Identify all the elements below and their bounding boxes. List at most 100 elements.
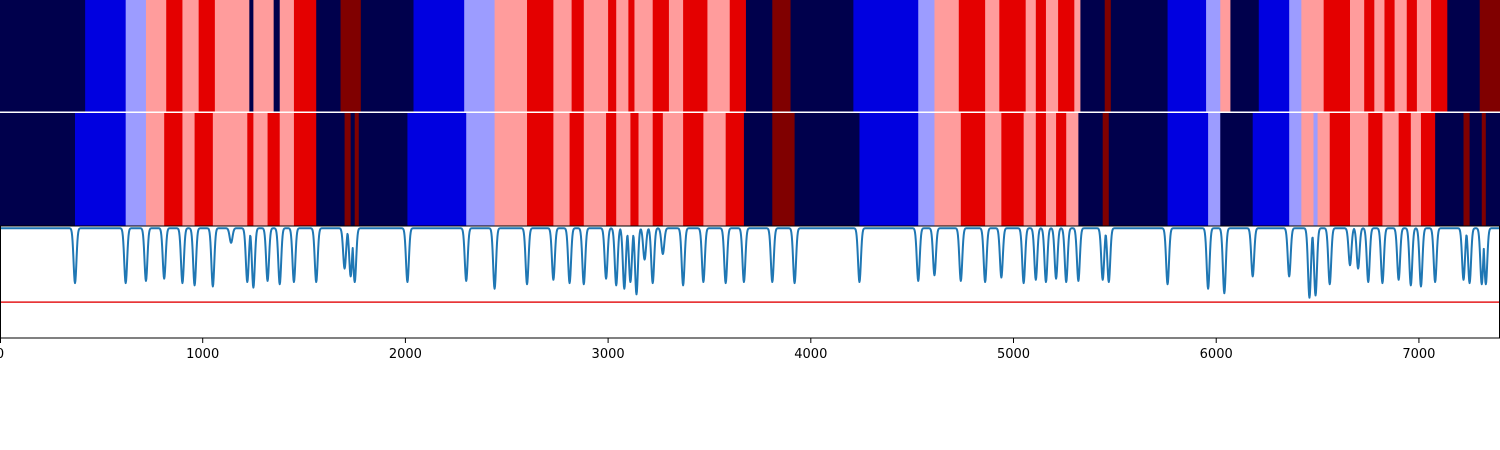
heat-cell	[1078, 113, 1104, 226]
heat-cell	[1479, 0, 1500, 112]
line-plot-background	[0, 226, 1500, 338]
heat-cell	[1368, 113, 1384, 226]
heat-cell	[212, 113, 248, 226]
heat-cell	[1394, 0, 1408, 112]
heat-cell	[1167, 0, 1207, 112]
heat-cell	[918, 113, 936, 226]
heat-cell	[1317, 113, 1331, 226]
heat-cell	[1220, 0, 1232, 112]
heat-cell	[360, 0, 415, 112]
heat-cell	[194, 113, 214, 226]
heat-cell	[1301, 0, 1325, 112]
heat-cell	[553, 0, 573, 112]
heat-cell	[1104, 0, 1112, 112]
heat-cell	[1350, 113, 1369, 226]
heat-cell	[464, 0, 496, 112]
heat-cell	[616, 113, 632, 226]
heat-cell	[344, 113, 352, 226]
heat-cell	[790, 0, 854, 112]
x-tick-label: 3000	[592, 347, 625, 362]
x-tick-label: 1000	[186, 347, 219, 362]
heat-cell	[1035, 113, 1047, 226]
heat-cell	[553, 113, 571, 226]
heat-cell	[494, 113, 528, 226]
heat-cell	[145, 0, 167, 112]
line-plot-axes: 0 1000 2000 3000 4000 5000 6000 7000	[0, 226, 1500, 362]
heat-cell	[1074, 0, 1081, 112]
heat-cell	[934, 0, 960, 112]
heat-cell	[1035, 0, 1047, 112]
heat-cell	[1364, 0, 1375, 112]
heat-cell	[1110, 0, 1169, 112]
heat-cell	[279, 0, 295, 112]
heat-cell	[407, 113, 467, 226]
heat-cell	[340, 0, 362, 112]
heat-cell	[293, 113, 317, 226]
heat-cell	[958, 0, 986, 112]
heat-cell	[745, 0, 773, 112]
heat-cell	[772, 113, 796, 226]
heat-cell	[164, 113, 184, 226]
heat-cell	[354, 113, 360, 226]
heat-cell	[652, 113, 664, 226]
x-tick-label: 6000	[1200, 347, 1233, 362]
heat-cell	[707, 0, 731, 112]
heat-cell	[1208, 113, 1221, 226]
heat-cell	[1080, 0, 1106, 112]
heat-cell	[1056, 113, 1067, 226]
heat-cell	[1045, 113, 1057, 226]
heat-cell	[1058, 0, 1075, 112]
heat-cell	[182, 113, 196, 226]
heat-cell	[1252, 113, 1290, 226]
heat-cell	[0, 0, 86, 112]
heat-cell	[1350, 0, 1365, 112]
heat-cell	[668, 0, 684, 112]
heat-cell	[293, 0, 317, 112]
heat-cell	[960, 113, 986, 226]
heat-cell	[743, 113, 773, 226]
heat-cell	[1102, 113, 1110, 226]
heat-cell	[1485, 113, 1500, 226]
heat-cell	[606, 113, 617, 226]
heatmap-strip-bottom	[0, 113, 1500, 226]
heat-cell	[725, 113, 745, 226]
heat-cell	[1382, 113, 1400, 226]
heat-cell	[1323, 0, 1351, 112]
heat-cell	[985, 0, 1000, 112]
heat-cell	[1220, 113, 1254, 226]
heat-cell	[1435, 113, 1465, 226]
heat-cell	[1447, 0, 1481, 112]
x-tick-label: 5000	[997, 347, 1030, 362]
heat-cell	[934, 113, 962, 226]
strip-separator	[0, 111, 1500, 113]
heat-cell	[182, 0, 200, 112]
heat-cell	[1301, 113, 1315, 226]
heat-cell	[1001, 113, 1025, 226]
heat-cell	[1431, 0, 1448, 112]
heat-cell	[1481, 113, 1487, 226]
heat-cell	[316, 0, 342, 112]
heat-cell	[1384, 0, 1396, 112]
heat-cell	[583, 113, 607, 226]
heat-cell	[125, 113, 147, 226]
heat-cell	[1416, 0, 1432, 112]
heat-cell	[1230, 0, 1260, 112]
heat-cell	[571, 0, 585, 112]
heat-cell	[918, 0, 936, 112]
heat-cell	[1108, 113, 1169, 226]
heat-cell	[145, 113, 165, 226]
heat-cell	[1045, 0, 1059, 112]
heat-cell	[494, 0, 528, 112]
x-tick-label: 7000	[1402, 347, 1435, 362]
heat-cell	[853, 0, 919, 112]
heat-cell	[638, 113, 654, 226]
heat-cell	[249, 0, 254, 112]
heat-cell	[466, 113, 496, 226]
heat-cell	[985, 113, 1002, 226]
heat-cell	[267, 113, 281, 226]
heat-cell	[316, 113, 346, 226]
heat-cell	[413, 0, 465, 112]
heat-cell	[1406, 0, 1418, 112]
heat-cell	[1167, 113, 1209, 226]
heat-cell	[652, 0, 670, 112]
